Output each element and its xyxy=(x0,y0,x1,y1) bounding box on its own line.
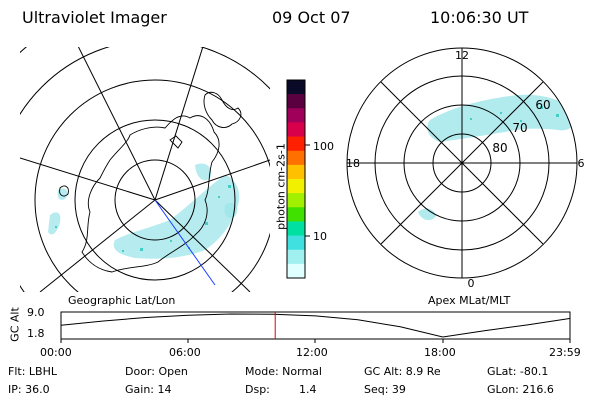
glat-value: GLat: -80.1 xyxy=(487,365,549,378)
colorbar-stripe xyxy=(287,108,305,123)
mlat-label-70: 70 xyxy=(512,121,527,135)
colorbar-stripe xyxy=(287,179,305,194)
dsp-label: Dsp: xyxy=(245,383,270,396)
gc-alt-value: GC Alt: 8.9 Re xyxy=(364,365,441,378)
altitude-timeline xyxy=(60,311,571,343)
aurora-emission-right xyxy=(418,94,576,221)
mlt-grid-lines xyxy=(347,48,577,278)
mlt-label-0: 0 xyxy=(468,277,475,290)
lat-circle-80 xyxy=(114,159,196,241)
colorbar-label-10: 10 xyxy=(313,230,327,243)
magnetic-map: 12 0 18 6 60 70 80 xyxy=(346,47,585,290)
colorbar xyxy=(286,79,310,279)
gain-value: Gain: 14 xyxy=(125,383,172,396)
glon-value: GLon: 216.6 xyxy=(487,383,554,396)
colorbar-stripe xyxy=(287,263,305,279)
colorbar-stripe xyxy=(287,193,305,208)
colorbar-stripe xyxy=(287,94,305,109)
filter-value: Flt: LBHL xyxy=(8,365,57,378)
colorbar-stripe xyxy=(287,249,305,265)
colorbar-stripe xyxy=(287,136,305,152)
mlat-label-60: 60 xyxy=(535,98,550,112)
mode-value: Mode: Normal xyxy=(245,365,322,378)
colorbar-label-100: 100 xyxy=(313,140,334,153)
mlt-label-6: 6 xyxy=(578,157,585,170)
colorbar-stripe xyxy=(287,221,305,237)
colorbar-unit-label: photon cm-2s-1 xyxy=(274,143,288,230)
timeline-x-ticks xyxy=(60,339,571,343)
mlt-label-18: 18 xyxy=(346,157,360,170)
timeline-x-tick-0000: 00:00 xyxy=(40,346,72,359)
timeline-y-tick-max: 9.0 xyxy=(27,306,45,319)
seq-value: Seq: 39 xyxy=(364,383,406,396)
timeline-y-tick-min: 1.8 xyxy=(27,327,45,340)
date-label: 09 Oct 07 xyxy=(272,8,351,27)
right-map-caption: Apex MLat/MLT xyxy=(428,294,511,307)
timeline-x-tick-0600: 06:00 xyxy=(169,346,201,359)
colorbar-stripe xyxy=(287,164,305,180)
lat-circle-70 xyxy=(74,119,236,281)
timeline-x-tick-1800: 18:00 xyxy=(424,346,456,359)
colorbar-stripe xyxy=(287,235,305,251)
colorbar-stripe xyxy=(287,150,305,166)
door-value: Door: Open xyxy=(125,365,188,378)
timeline-y-axis-label: GC Alt xyxy=(8,307,22,342)
dsp-value: 1.4 xyxy=(299,383,317,396)
colorbar-stripe xyxy=(287,80,305,95)
timeline-x-tick-1200: 12:00 xyxy=(296,346,328,359)
meridians xyxy=(20,47,270,292)
mlat-label-80: 80 xyxy=(492,141,507,155)
geographic-map xyxy=(20,47,270,292)
spacecraft-track xyxy=(154,199,216,286)
gc-alt-curve xyxy=(61,313,570,338)
colorbar-stripe xyxy=(287,207,305,222)
colorbar-stripe xyxy=(287,122,305,138)
left-map-caption: Geographic Lat/Lon xyxy=(68,294,176,307)
mlt-label-12: 12 xyxy=(455,49,469,62)
ip-value: IP: 36.0 xyxy=(8,383,50,396)
time-label: 10:06:30 UT xyxy=(430,8,529,27)
timeline-x-tick-2359: 23:59 xyxy=(549,346,581,359)
instrument-title: Ultraviolet Imager xyxy=(22,8,167,27)
coastline xyxy=(59,91,242,273)
lat-circle-60 xyxy=(34,79,270,292)
